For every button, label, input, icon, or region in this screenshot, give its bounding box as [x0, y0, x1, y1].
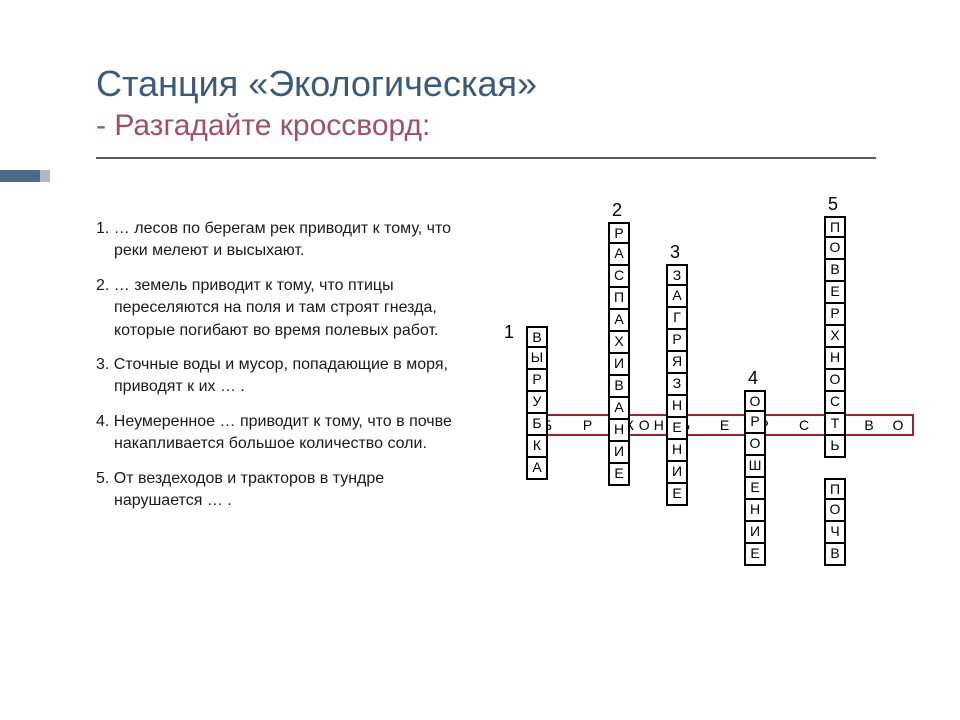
crossword-cell: Е	[824, 282, 846, 304]
crossword-grid: 12345БРАКОНЬЕРСТВОВЫРУБКАРАСПАХИВАНИЕЗАГ…	[498, 198, 928, 618]
crossword-cell: Г	[666, 308, 688, 330]
crossword-cell: В	[608, 376, 630, 398]
crossword-cell: Н	[744, 500, 766, 522]
page-subtitle: - Разгадайте кроссворд:	[96, 107, 876, 145]
crossword-cell: Р	[526, 370, 548, 392]
crossword-cell: О	[744, 434, 766, 456]
crossword-cell: Р	[666, 330, 688, 352]
crossword-cell: А	[666, 286, 688, 308]
crossword-cell: И	[608, 354, 630, 376]
clue-item: 4. Неумеренное … приводит к тому, что в …	[96, 411, 466, 456]
crossword-cell: В	[526, 326, 548, 348]
crossword-cell: Р	[608, 222, 630, 244]
crossword-cell: С	[784, 414, 826, 436]
crossword-cell: О	[824, 370, 846, 392]
crossword-cell: Р	[744, 412, 766, 434]
crossword-cell: П	[824, 478, 846, 500]
clue-item: 2. … земель приводит к тому, что птицы п…	[96, 275, 466, 342]
crossword-cell: О	[824, 238, 846, 260]
page-title: Станция «Экологическая»	[96, 62, 876, 105]
crossword-cell: Х	[608, 332, 630, 354]
crossword-cell: У	[526, 392, 548, 414]
crossword-number-label: 5	[828, 194, 838, 215]
crossword-cell: Х	[824, 326, 846, 348]
crossword-number-label: 1	[504, 322, 514, 343]
crossword-cell: П	[824, 216, 846, 238]
crossword-cell: И	[744, 522, 766, 544]
crossword-cell: А	[608, 244, 630, 266]
crossword-cell: В	[854, 414, 886, 436]
crossword-cell: Ь	[824, 436, 846, 458]
crossword-cell: Ч	[824, 522, 846, 544]
crossword-cell: Е	[608, 464, 630, 486]
title-block: Станция «Экологическая» - Разгадайте кро…	[96, 62, 876, 159]
crossword-cell: О	[744, 390, 766, 412]
crossword-cell: Е	[744, 478, 766, 500]
crossword-cell: Е	[666, 418, 688, 440]
crossword-cell: С	[608, 266, 630, 288]
crossword-cell: В	[824, 260, 846, 282]
crossword-cell: А	[526, 458, 548, 480]
clue-item: 3. Сточные воды и мусор, попадающие в мо…	[96, 354, 466, 399]
crossword-cell: Т	[824, 414, 846, 436]
crossword-cell: А	[608, 310, 630, 332]
crossword-number-label: 4	[748, 368, 758, 389]
crossword-cell: Б	[526, 414, 548, 436]
crossword-number-label: 3	[670, 242, 680, 263]
crossword-cell: А	[608, 398, 630, 420]
crossword-cell: З	[666, 264, 688, 286]
clue-item: 5. От вездеходов и тракторов в тундре на…	[96, 468, 466, 513]
crossword-cell: Ы	[526, 348, 548, 370]
crossword-cell: Е	[705, 414, 746, 436]
crossword-cell: Н	[608, 420, 630, 442]
crossword-cell: И	[608, 442, 630, 464]
crossword-cell: Е	[744, 544, 766, 566]
crossword-cell: Р	[567, 414, 610, 436]
slide-accent-bar	[0, 170, 40, 182]
crossword-cell: В	[824, 544, 846, 566]
crossword-cell: И	[666, 462, 688, 484]
crossword-cell: С	[824, 392, 846, 414]
crossword-number-label: 2	[612, 200, 622, 221]
crossword-cell: Р	[824, 304, 846, 326]
clue-item: 1. … лесов по берегам рек приводит к том…	[96, 218, 466, 263]
crossword-cell: З	[666, 374, 688, 396]
crossword-cell: О	[824, 500, 846, 522]
crossword-cell: Я	[666, 352, 688, 374]
crossword-cell: Ш	[744, 456, 766, 478]
crossword-cell: К	[526, 436, 548, 458]
crossword-cell: О	[884, 414, 914, 436]
crossword-cell: Н	[824, 348, 846, 370]
clue-list: 1. … лесов по берегам рек приводит к том…	[96, 218, 466, 524]
crossword-cell: П	[608, 288, 630, 310]
crossword-cell: Е	[666, 484, 688, 506]
crossword-cell: Н	[666, 396, 688, 418]
crossword-cell: Н	[666, 440, 688, 462]
